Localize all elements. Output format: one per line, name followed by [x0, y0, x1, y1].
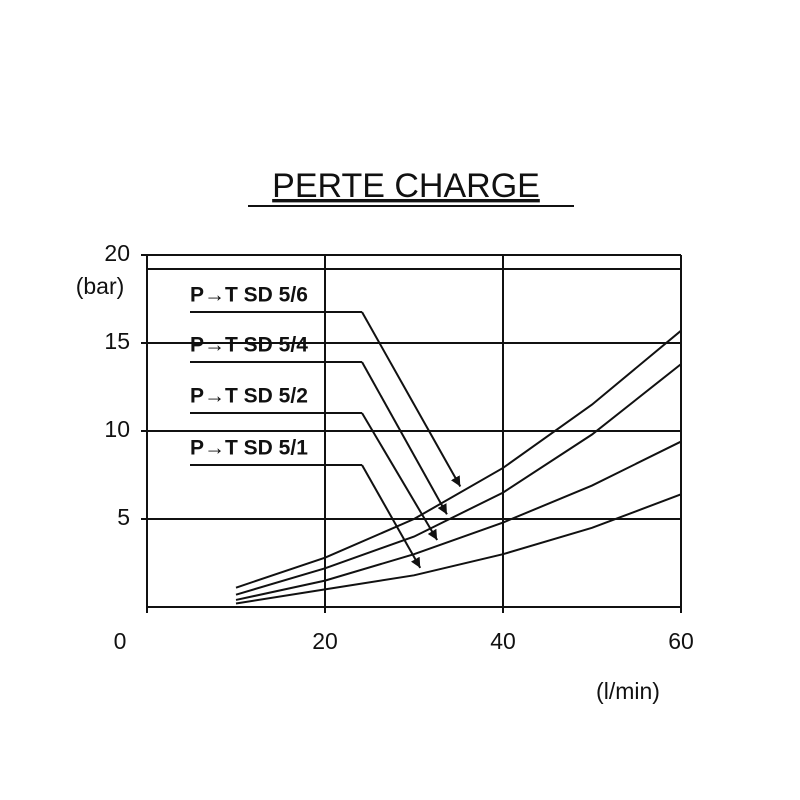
legend-label: P→T SD 5/6 [190, 284, 308, 307]
chart-title: PERTE CHARGE [272, 167, 540, 205]
line-series [235, 440, 682, 601]
legend-pointer [361, 311, 462, 487]
x-axis-label: (l/min) [596, 678, 660, 704]
x-tick-label: 40 [490, 628, 516, 654]
line-series [235, 493, 682, 605]
legend-label: P→T SD 5/2 [190, 385, 308, 408]
legend-label: P→T SD 5/1 [190, 437, 308, 460]
x-tick-label: 0 [114, 628, 127, 654]
y-tick-label: 10 [104, 416, 130, 442]
y-tick-label: 20 [104, 240, 130, 266]
legend-pointer [361, 464, 422, 569]
y-axis-label: (bar) [76, 273, 125, 299]
legend-pointer [361, 361, 448, 515]
y-tick-label: 15 [104, 328, 130, 354]
x-tick-label: 20 [312, 628, 338, 654]
legend-pointer [361, 412, 439, 541]
line-series [235, 363, 682, 596]
legend-label: P→T SD 5/4 [190, 334, 308, 357]
x-tick-label: 60 [668, 628, 694, 654]
line-series [235, 329, 682, 589]
y-tick-label: 5 [117, 504, 130, 530]
